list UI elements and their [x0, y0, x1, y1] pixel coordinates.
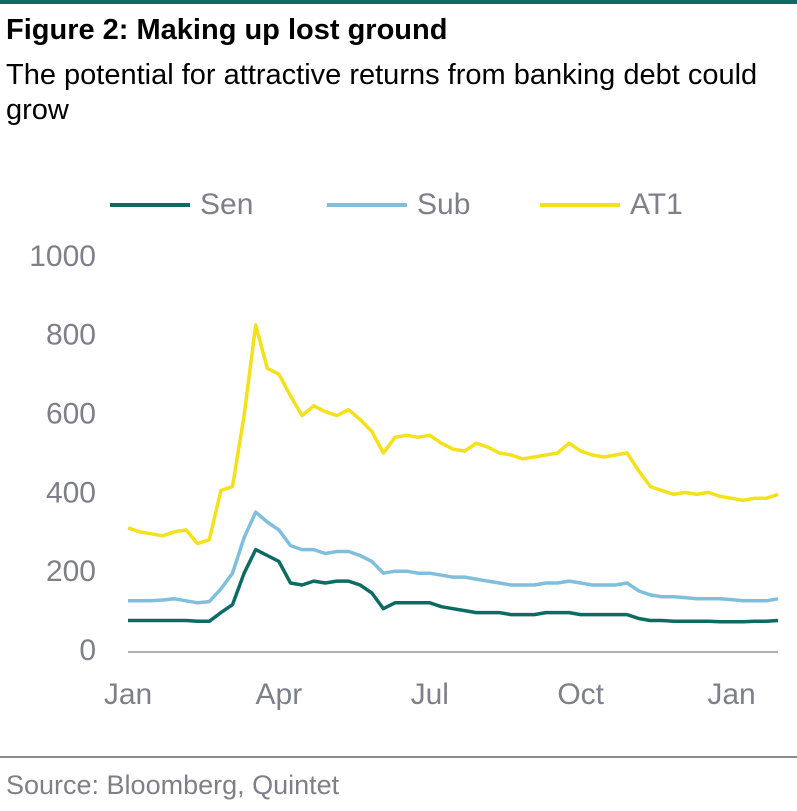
y-tick-label: 0 [79, 634, 96, 667]
series-line [128, 547, 779, 624]
y-tick-label: 800 [46, 319, 96, 352]
y-tick-label: 600 [46, 398, 96, 431]
chart-subtitle: The potential for attractive returns fro… [6, 59, 758, 126]
legend-label: Sen [200, 188, 253, 221]
top-bar [0, 0, 797, 4]
legend-label: Sub [417, 188, 470, 221]
series-line [127, 323, 779, 546]
divider [0, 756, 797, 758]
legend-label: AT1 [630, 188, 683, 221]
y-tick-label: 400 [46, 476, 96, 509]
x-tick-label: Jul [411, 678, 449, 711]
y-tick-label: 1000 [29, 240, 96, 273]
chart: 0 200 400 600 800 1000 Jan Apr Jul Oct Jan Sen Sub AT… [29, 188, 779, 711]
source-note: Source: Bloomberg, Quintet [6, 770, 340, 800]
x-tick-label: Jan [104, 678, 152, 711]
x-tick-label: Apr [256, 678, 303, 711]
y-tick-label: 200 [46, 555, 96, 588]
x-tick-label: Jan [707, 678, 755, 711]
x-tick-label: Oct [557, 678, 604, 711]
series-line [128, 510, 779, 605]
chart-title: Figure 2: Making up lost ground [6, 14, 448, 46]
